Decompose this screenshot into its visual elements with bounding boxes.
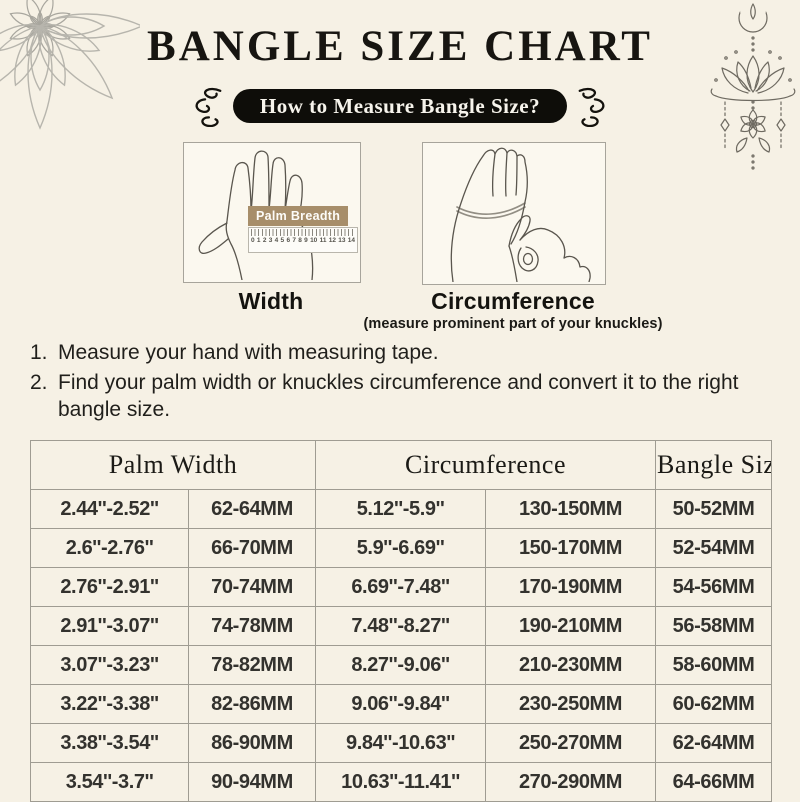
table-row: 3.07''-3.23'' 78-82MM 8.27''-9.06'' 210-230… <box>30 645 772 685</box>
ruler-number: 13 <box>338 237 346 244</box>
table-cell: 62-64MM <box>188 489 316 529</box>
flourish-left-icon <box>195 87 222 127</box>
table-cell: 250-270MM <box>485 723 656 763</box>
width-illustration-box: Palm Breadth 0 1 2 3 4 5 6 7 8 9 10 11 12 13 14 <box>183 142 361 283</box>
table-cell: 78-82MM <box>188 645 316 685</box>
tape-label: Palm Breadth <box>248 206 349 226</box>
table-cell: 86-90MM <box>188 723 316 763</box>
ruler-number: 9 <box>304 237 308 244</box>
instruction-item: 1. Measure your hand with measuring tape. <box>30 339 775 366</box>
ruler-numbers: 0 1 2 3 4 5 6 7 8 9 10 11 12 13 14 <box>249 236 357 244</box>
table-cell: 9.84''-10.63'' <box>315 723 486 763</box>
ruler-number: 12 <box>328 237 336 244</box>
table-cell: 8.27''-9.06'' <box>315 645 486 685</box>
table-cell: 64-66MM <box>655 762 772 802</box>
circumference-note: (measure prominent part of your knuckles… <box>363 316 663 332</box>
circumference-illustration-box <box>422 142 606 285</box>
table-cell: 7.48''-8.27'' <box>315 606 486 646</box>
ruler-number: 2 <box>262 237 267 244</box>
table-row: 2.44''-2.52'' 62-64MM 5.12''-5.9'' 130-150M… <box>30 489 772 529</box>
table-cell: 3.07''-3.23'' <box>30 645 189 685</box>
circumference-label: Circumference (measure prominent part of… <box>358 288 668 332</box>
ruler-number: 4 <box>274 237 279 244</box>
table-cell: 52-54MM <box>655 528 772 568</box>
width-label: Width <box>238 288 304 314</box>
table-cell: 230-250MM <box>485 684 656 724</box>
table-cell: 9.06''-9.84'' <box>315 684 486 724</box>
ruler-number: 6 <box>286 237 291 244</box>
table-row: 3.38''-3.54'' 86-90MM 9.84''-10.63'' 250-27… <box>30 723 772 763</box>
table-cell: 82-86MM <box>188 684 316 724</box>
table-cell: 3.38''-3.54'' <box>30 723 189 763</box>
lotus-pendant-icon <box>710 0 796 170</box>
instruction-number: 2. <box>30 371 48 394</box>
table-cell: 74-78MM <box>188 606 316 646</box>
ruler-number: 14 <box>347 237 355 244</box>
table-cell: 50-52MM <box>655 489 772 529</box>
ruler-number: 1 <box>256 237 261 244</box>
table-cell: 10.63''-11.41'' <box>315 762 486 802</box>
ruler-ticks <box>251 229 355 236</box>
table-cell: 5.12''-5.9'' <box>315 489 486 529</box>
table-cell: 2.44''-2.52'' <box>30 489 189 529</box>
ruler-number: 11 <box>319 237 327 244</box>
size-table-body: 2.44''-2.52'' 62-64MM 5.12''-5.9'' 130-150M… <box>30 489 772 802</box>
table-cell: 66-70MM <box>188 528 316 568</box>
hand-circumference-illustration <box>450 147 591 282</box>
table-header-cell: Bangle Size <box>655 440 772 490</box>
table-cell: 58-60MM <box>655 645 772 685</box>
table-cell: 210-230MM <box>485 645 656 685</box>
table-cell: 5.9''-6.69'' <box>315 528 486 568</box>
table-cell: 90-94MM <box>188 762 316 802</box>
ruler-number: 8 <box>298 237 302 244</box>
table-header-cell: Palm Width <box>30 440 316 490</box>
instruction-item: 2. Find your palm width or knuckles circu… <box>30 369 775 423</box>
table-cell: 62-64MM <box>655 723 772 763</box>
table-row: 3.54''-3.7'' 90-94MM 10.63''-11.41'' 270-29… <box>30 762 772 802</box>
table-cell: 190-210MM <box>485 606 656 646</box>
instruction-list: 1. Measure your hand with measuring tape.… <box>30 339 775 426</box>
table-cell: 70-74MM <box>188 567 316 607</box>
ruler-number: 0 <box>251 237 255 244</box>
table-row: 2.6''-2.76'' 66-70MM 5.9''-6.69'' 150-170MM… <box>30 528 772 568</box>
table-row: 2.91''-3.07'' 74-78MM 7.48''-8.27'' 190-210… <box>30 606 772 646</box>
table-cell: 56-58MM <box>655 606 772 646</box>
table-row: 3.22''-3.38'' 82-86MM 9.06''-9.84'' 230-250… <box>30 684 772 724</box>
ruler-number: 7 <box>292 237 296 244</box>
instruction-number: 1. <box>30 341 48 364</box>
table-cell: 3.54''-3.7'' <box>30 762 189 802</box>
table-cell: 3.22''-3.38'' <box>30 684 189 724</box>
ruler: 0 1 2 3 4 5 6 7 8 9 10 11 12 13 14 <box>248 227 358 253</box>
table-row: 2.76''-2.91'' 70-74MM 6.69''-7.48'' 170-190… <box>30 567 772 607</box>
mandala-ornament-icon <box>0 0 140 129</box>
flourish-right-icon <box>578 87 605 127</box>
subtitle-row: How to Measure Bangle Size? <box>0 86 800 127</box>
table-cell: 130-150MM <box>485 489 656 529</box>
table-cell: 54-56MM <box>655 567 772 607</box>
table-cell: 170-190MM <box>485 567 656 607</box>
table-cell: 270-290MM <box>485 762 656 802</box>
table-cell: 2.91''-3.07'' <box>30 606 189 646</box>
instruction-text: Measure your hand with measuring tape. <box>58 341 439 364</box>
ruler-number: 3 <box>268 237 273 244</box>
table-cell: 2.76''-2.91'' <box>30 567 189 607</box>
table-header-cell: Circumference <box>315 440 656 490</box>
ruler-number: 10 <box>310 237 318 244</box>
table-cell: 2.6''-2.76'' <box>30 528 189 568</box>
circumference-label-text: Circumference <box>431 288 595 314</box>
table-cell: 150-170MM <box>485 528 656 568</box>
table-cell: 60-62MM <box>655 684 772 724</box>
subtitle-pill: How to Measure Bangle Size? <box>232 89 568 123</box>
page-title: BANGLE SIZE CHART <box>147 23 653 70</box>
instruction-text: Find your palm width or knuckles circumf… <box>58 371 739 421</box>
table-cell: 6.69''-7.48'' <box>315 567 486 607</box>
ruler-number: 5 <box>280 237 285 244</box>
